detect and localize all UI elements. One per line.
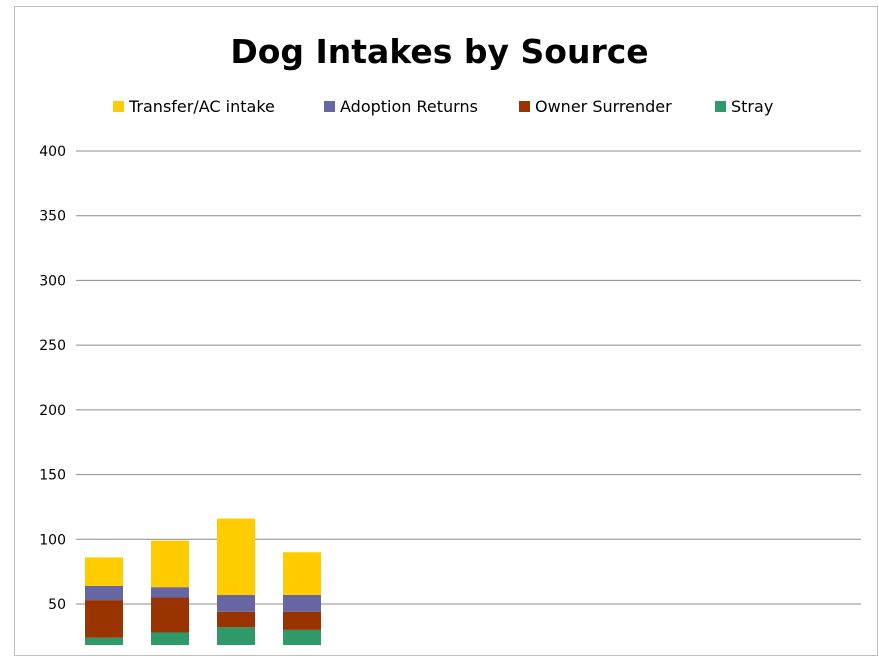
y-tick-label: 150 — [39, 468, 66, 484]
bar-segment-adoption-returns-3 — [217, 594, 255, 612]
y-tick-label: 200 — [39, 403, 66, 419]
bar-segment-stray-1 — [85, 637, 123, 645]
legend-item-owner-surrender: Owner Surrender — [519, 97, 672, 116]
legend-label-owner-surrender: Owner Surrender — [535, 97, 672, 116]
legend-swatch-transfer — [113, 101, 124, 112]
legend-label-transfer: Transfer/AC intake — [129, 97, 275, 116]
legend-swatch-adoption-returns — [324, 101, 335, 112]
y-tick-label: 400 — [39, 144, 66, 160]
legend-swatch-owner-surrender — [519, 101, 530, 112]
legend-label-adoption-returns: Adoption Returns — [340, 97, 478, 116]
bar-segment-transfer-ac-intake-3 — [217, 518, 255, 595]
legend-label-stray: Stray — [731, 97, 774, 116]
legend-swatch-stray — [715, 101, 726, 112]
chart-legend: Transfer/AC intake Adoption Returns Owne… — [0, 97, 879, 119]
bar-segment-adoption-returns-2 — [151, 587, 189, 598]
y-tick-label: 100 — [39, 532, 66, 548]
y-tick-label: 350 — [39, 209, 66, 225]
legend-item-transfer: Transfer/AC intake — [113, 97, 275, 116]
y-tick-label: 50 — [48, 597, 66, 613]
bar-segment-transfer-ac-intake-4 — [283, 552, 321, 595]
bar-segment-stray-3 — [217, 627, 255, 645]
y-tick-label: 300 — [39, 273, 66, 289]
bar-segment-transfer-ac-intake-2 — [151, 540, 189, 588]
bar-segment-owner-surrender-1 — [85, 600, 123, 638]
bar-segment-transfer-ac-intake-1 — [85, 557, 123, 586]
bar-segment-owner-surrender-3 — [217, 611, 255, 628]
legend-item-adoption-returns: Adoption Returns — [324, 97, 478, 116]
bar-segment-owner-surrender-2 — [151, 597, 189, 633]
bar-segment-adoption-returns-4 — [283, 594, 321, 612]
y-tick-label: 250 — [39, 338, 66, 354]
bar-segment-owner-surrender-4 — [283, 611, 321, 630]
bar-segment-adoption-returns-1 — [85, 585, 123, 601]
legend-item-stray: Stray — [715, 97, 773, 116]
bar-segment-stray-2 — [151, 632, 189, 645]
chart-title: Dog Intakes by Source — [230, 32, 649, 71]
bar-segment-stray-4 — [283, 629, 321, 645]
